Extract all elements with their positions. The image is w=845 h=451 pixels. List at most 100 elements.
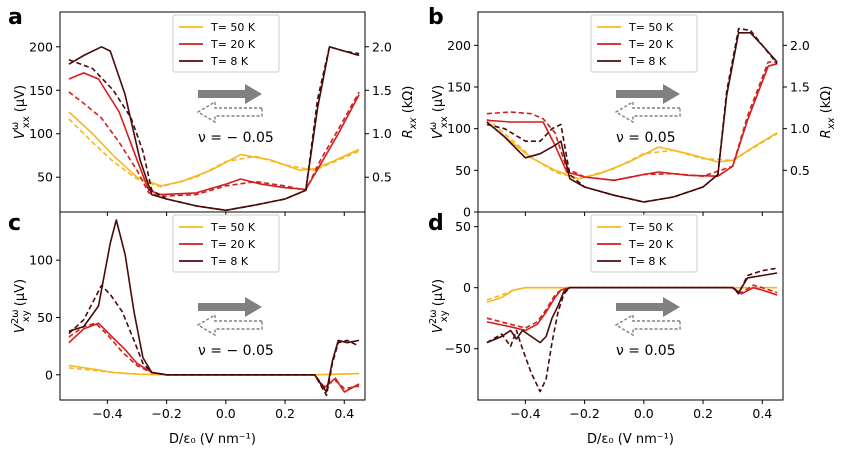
legend-box-b — [590, 14, 698, 73]
legend-box-d — [590, 214, 698, 273]
y-tick-label-c: 100 — [29, 253, 53, 268]
legend-d: T= 50 K T= 20 K T= 8 K — [590, 214, 698, 273]
panel-c: −0.4 −0.2 0.0 0.2 0.4 0 50 100 V2ωxy (μV) c T= 50 … — [8, 211, 366, 421]
reverse-direction-arrow-b — [614, 100, 681, 124]
series-b-T20-dashed — [486, 61, 778, 182]
right-y-tick-label-b: 1.0 — [790, 121, 810, 136]
plot-frame-d — [477, 211, 784, 401]
y-tick-label-d: 0 — [463, 280, 471, 295]
y-axis-title-a: Vωxx (μV) — [10, 85, 32, 139]
panel-letter-c: c — [8, 211, 21, 236]
legend-entry-T20: T= 20 K — [210, 238, 256, 251]
legend-entry-T8: T= 8 K — [210, 255, 249, 268]
field-direction-arrow-b — [616, 84, 680, 104]
y-tick-label-b: 0 — [463, 205, 471, 220]
series-b-T50-dashed — [486, 118, 778, 180]
x-tick-label-c: 0.2 — [275, 406, 295, 421]
right-y-axis-title-a: Rxx (kΩ) — [401, 86, 419, 139]
y-tick-label-c: 0 — [45, 367, 53, 382]
x-tick-label-d: 0.0 — [634, 406, 654, 421]
x-tick-label-c: 0.4 — [334, 406, 354, 421]
filling-factor-label-d: ν = 0.05 — [616, 343, 676, 359]
legend-entry-T20: T= 20 K — [628, 238, 674, 251]
legend-entry-T50: T= 50 K — [210, 21, 256, 34]
legend-box-c — [172, 214, 280, 273]
legend-a: T= 50 K T= 20 K T= 8 K — [172, 14, 280, 73]
right-y-tick-label-a: 2.0 — [372, 39, 392, 54]
legend-entry-T50: T= 50 K — [210, 221, 256, 234]
series-c-T50-dashed — [68, 367, 360, 376]
right-y-tick-label-b: 2.0 — [790, 38, 810, 53]
panel-b: 0 50 100 150 200 0.5 1.0 1.5 2.0 Rxx (kΩ) Vωxx (μV… — [428, 5, 837, 220]
legend-c: T= 50 K T= 20 K T= 8 K — [172, 214, 280, 273]
legend-box-a — [172, 14, 280, 73]
x-axis-title-d: D/ε₀ (V nm⁻¹) — [587, 432, 674, 447]
filling-factor-label-c: ν = − 0.05 — [198, 343, 274, 359]
x-axis-title-c: D/ε₀ (V nm⁻¹) — [169, 432, 256, 447]
y-tick-label-b: 200 — [447, 38, 471, 53]
x-tick-label-c: −0.4 — [92, 406, 122, 421]
legend-entry-T8: T= 8 K — [628, 255, 667, 268]
y-tick-label-d: −50 — [445, 341, 471, 356]
series-group-b — [486, 27, 778, 203]
field-direction-arrow-d — [616, 297, 680, 317]
right-y-tick-label-a: 1.0 — [372, 126, 392, 141]
filling-factor-label-b: ν = 0.05 — [616, 130, 676, 146]
x-tick-label-d: −0.2 — [569, 406, 599, 421]
series-d-T50-dashed — [486, 286, 778, 301]
legend-entry-T20: T= 20 K — [210, 38, 256, 51]
panel-a: 50 100 150 200 0.5 1.0 1.5 2.0 Rxx (kΩ) Vωxx (μV)… — [8, 5, 419, 216]
right-y-tick-label-b: 0.5 — [790, 163, 810, 178]
series-d-T8-dashed — [486, 267, 778, 393]
series-b-T8-dashed — [486, 27, 778, 203]
legend-entry-T8: T= 8 K — [210, 55, 249, 68]
x-tick-label-c: −0.2 — [151, 406, 181, 421]
legend-b: T= 50 K T= 20 K T= 8 K — [590, 14, 698, 73]
series-group-a — [68, 45, 360, 212]
y-axis-title-c: V2ωxy (μV) — [10, 279, 32, 333]
series-a-T8-dashed — [68, 45, 360, 212]
series-c-T50-solid — [68, 364, 360, 376]
series-group-d — [486, 267, 778, 393]
y-axis-title-b: Vωxx (μV) — [428, 85, 450, 139]
field-direction-arrow-c — [198, 297, 262, 317]
field-direction-arrow-a — [198, 84, 262, 104]
legend-entry-T50: T= 50 K — [628, 221, 674, 234]
reverse-direction-arrow-d — [614, 313, 681, 337]
legend-entry-T50: T= 50 K — [628, 21, 674, 34]
right-y-tick-label-a: 1.5 — [372, 83, 392, 98]
reverse-direction-arrow-c — [196, 313, 263, 337]
reverse-direction-arrow-a — [196, 100, 263, 124]
series-d-T20-dashed — [486, 284, 778, 329]
x-tick-label-d: 0.4 — [752, 406, 772, 421]
y-tick-label-c: 50 — [37, 310, 53, 325]
x-tick-label-d: −0.4 — [510, 406, 540, 421]
series-a-T50-dashed — [68, 118, 360, 188]
y-tick-label-b: 150 — [447, 80, 471, 95]
panel-letter-b: b — [428, 5, 444, 30]
legend-entry-T20: T= 20 K — [628, 38, 674, 51]
y-tick-label-a: 150 — [29, 83, 53, 98]
y-tick-label-a: 100 — [29, 126, 53, 141]
panel-letter-d: d — [428, 211, 444, 236]
x-tick-label-d: 0.2 — [693, 406, 713, 421]
legend-entry-T8: T= 8 K — [628, 55, 667, 68]
x-tick-label-c: 0.0 — [216, 406, 236, 421]
y-tick-label-b: 100 — [447, 121, 471, 136]
panel-d: −0.4 −0.2 0.0 0.2 0.4 −50 0 50 V2ωxy (μV) d T= 50 … — [428, 211, 784, 421]
series-d-T50-solid — [486, 286, 778, 304]
y-tick-label-d: 50 — [455, 219, 471, 234]
series-a-T20-dashed — [68, 91, 360, 198]
y-tick-label-a: 50 — [37, 170, 53, 185]
right-y-tick-label-b: 1.5 — [790, 80, 810, 95]
series-group-c — [68, 219, 360, 397]
y-tick-label-a: 200 — [29, 39, 53, 54]
right-y-axis-title-b: Rxx (kΩ) — [819, 86, 837, 139]
y-axis-title-d: V2ωxy (μV) — [428, 279, 450, 333]
right-y-tick-label-a: 0.5 — [372, 170, 392, 185]
plot-frame-c — [59, 211, 366, 401]
panel-letter-a: a — [8, 5, 23, 30]
series-c-T8-dashed — [68, 284, 360, 397]
filling-factor-label-a: ν = − 0.05 — [198, 130, 274, 146]
